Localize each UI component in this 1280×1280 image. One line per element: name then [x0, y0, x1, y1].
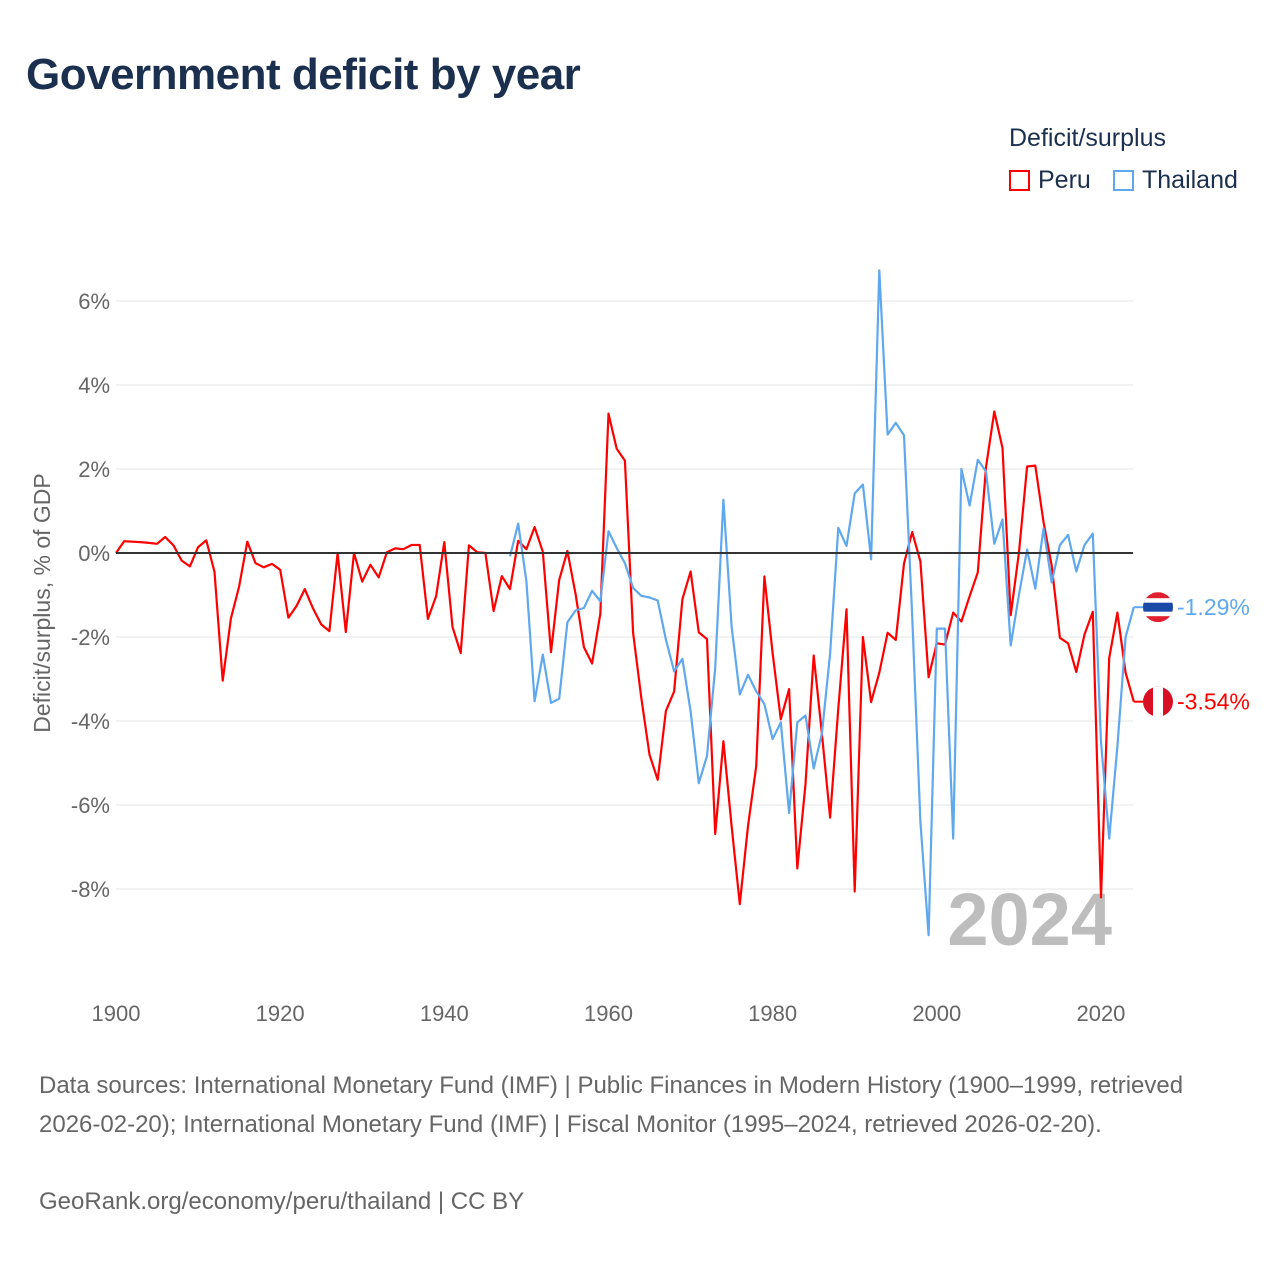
end-value-label: -3.54%: [1177, 689, 1250, 715]
x-tick-label: 2000: [912, 1001, 961, 1026]
x-tick-label: 1920: [256, 1001, 305, 1026]
series-line-peru: [115, 410, 1135, 906]
end-value-label: -1.29%: [1177, 594, 1250, 620]
chart-title: Government deficit by year: [26, 50, 581, 99]
y-tick-label: 2%: [78, 457, 110, 482]
y-tick-label: 4%: [78, 373, 110, 398]
series-line-thailand: [508, 269, 1135, 937]
legend-label-thailand: Thailand: [1142, 166, 1238, 194]
year-watermark: 2024: [947, 878, 1112, 961]
legend-swatch-peru: [1009, 170, 1030, 191]
legend-item-thailand[interactable]: Thailand: [1113, 166, 1238, 195]
footer-credit[interactable]: GeoRank.org/economy/peru/thailand | CC B…: [39, 1188, 525, 1215]
y-tick-label: -8%: [71, 877, 110, 902]
y-tick-label: -2%: [71, 625, 110, 650]
x-tick-label: 1960: [584, 1001, 633, 1026]
legend-swatch-thailand: [1113, 170, 1134, 191]
footer-sources: Data sources: International Monetary Fun…: [39, 1072, 1184, 1138]
thailand-flag-icon: [1143, 592, 1173, 623]
y-tick-label: -6%: [71, 793, 110, 818]
legend-item-peru[interactable]: Peru: [1009, 166, 1091, 195]
x-tick-label: 2020: [1076, 1001, 1125, 1026]
y-tick-label: 6%: [78, 289, 110, 314]
peru-flag-icon: [1143, 686, 1173, 717]
legend-title: Deficit/surplus: [1009, 124, 1166, 152]
y-tick-label: -4%: [71, 709, 110, 734]
y-axis-label: Deficit/surplus, % of GDP: [29, 473, 55, 732]
y-tick-label: 0%: [78, 541, 110, 566]
x-tick-label: 1900: [92, 1001, 141, 1026]
x-tick-label: 1980: [748, 1001, 797, 1026]
legend-label-peru: Peru: [1038, 166, 1091, 194]
x-tick-label: 1940: [420, 1001, 469, 1026]
